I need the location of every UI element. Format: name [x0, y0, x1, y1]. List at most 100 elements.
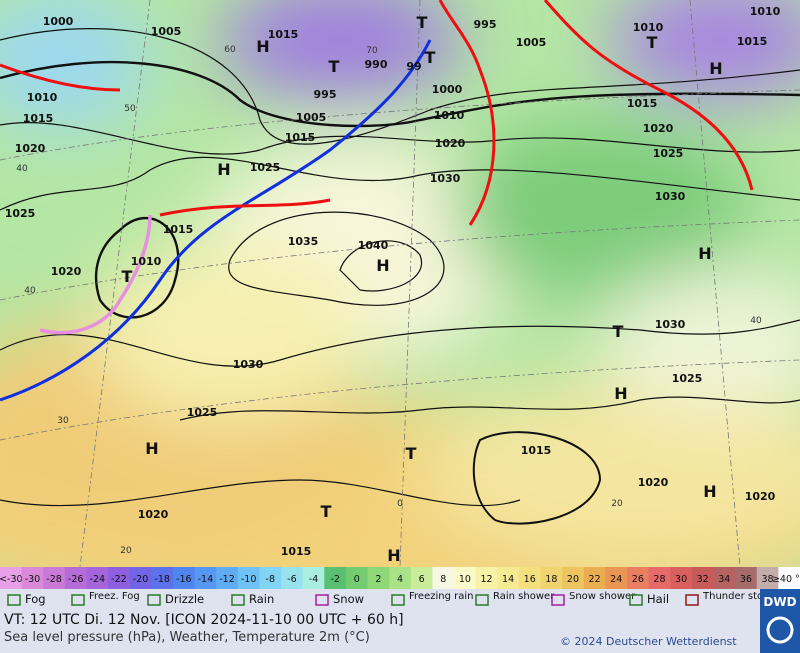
scale-cell — [345, 567, 369, 589]
scale-label: ≥40 °C — [772, 574, 800, 585]
legend-icon — [629, 594, 643, 606]
pressure-center: T — [417, 13, 428, 32]
scale-cell — [410, 567, 433, 589]
pressure-label: 1030 — [430, 172, 461, 185]
pressure-label: 1040 — [358, 239, 389, 252]
scale-cell — [756, 567, 779, 589]
legend-label: Freez. Fog — [89, 591, 140, 602]
scale-label: -18 — [154, 574, 170, 585]
pressure-center: H — [698, 244, 711, 263]
scale-cell — [281, 567, 304, 589]
legend-label: Drizzle — [165, 592, 204, 606]
grid-label: 20 — [611, 499, 623, 509]
scale-label: -14 — [198, 574, 214, 585]
scale-label: -26 — [68, 574, 84, 585]
pressure-label: 1020 — [435, 137, 466, 150]
scale-label: 20 — [567, 574, 579, 585]
scale-cell — [432, 567, 455, 589]
grid-label: 0 — [397, 499, 403, 509]
grid-label: 20 — [120, 546, 132, 556]
scale-label: 18 — [545, 574, 557, 585]
scale-label: 26 — [632, 574, 644, 585]
pressure-label: 1015 — [268, 28, 299, 41]
scale-cell — [367, 567, 390, 589]
scale-cell — [216, 567, 239, 589]
scale-cell — [454, 567, 477, 589]
scale-cell — [172, 567, 196, 589]
scale-label: 16 — [524, 574, 536, 585]
scale-label: -8 — [266, 574, 275, 585]
scale-label: 22 — [589, 574, 601, 585]
scale-label: 36 — [740, 574, 752, 585]
pressure-label: 990 — [365, 58, 388, 71]
pressure-center: H — [145, 439, 158, 458]
legend-icon — [685, 594, 699, 606]
pressure-label: 1035 — [288, 235, 319, 248]
scale-label: 24 — [610, 574, 622, 585]
pressure-label: 1015 — [627, 97, 658, 110]
pressure-center: H — [376, 256, 389, 275]
logo-text: DWD — [763, 595, 796, 609]
cold-front — [0, 39, 432, 402]
occluded-front — [39, 214, 152, 335]
scale-cell — [713, 567, 736, 589]
pressure-center: H — [387, 546, 400, 565]
pressure-label: 1025 — [672, 372, 703, 385]
grid-label: 40 — [750, 316, 762, 326]
pressure-label: 1005 — [151, 25, 182, 38]
pressure-label: 1015 — [163, 223, 194, 236]
pressure-center: T — [613, 322, 624, 341]
scale-label: 34 — [718, 574, 730, 585]
pressure-label: 1010 — [27, 91, 58, 104]
legend-icon — [551, 594, 565, 606]
pressure-label: 1010 — [131, 255, 162, 268]
legend-icon — [391, 594, 405, 606]
scale-cell — [540, 567, 563, 589]
scale-label: 32 — [697, 574, 709, 585]
pressure-label: 1010 — [633, 21, 664, 34]
scale-label: -16 — [176, 574, 192, 585]
scale-cell — [389, 567, 412, 589]
pressure-label: 1020 — [638, 476, 669, 489]
legend-label: Thunder storm — [702, 591, 777, 602]
scale-label: -4 — [309, 574, 318, 585]
grid-label: 40 — [16, 164, 28, 174]
pressure-label: 1025 — [653, 147, 684, 160]
scale-cell — [648, 567, 671, 589]
scale-cell — [108, 567, 131, 589]
scale-cell — [151, 567, 174, 589]
scale-label: 6 — [419, 574, 425, 585]
scale-cell — [497, 567, 520, 589]
pressure-center: H — [256, 37, 269, 56]
pressure-label: 995 — [474, 18, 497, 31]
scale-label: 38 — [762, 574, 774, 585]
copyright: © 2024 Deutscher Wetterdienst — [560, 635, 737, 648]
grid-label: 60 — [224, 45, 236, 55]
legend-icon — [231, 594, 245, 606]
pressure-center: H — [614, 384, 627, 403]
legend-label: Rain — [249, 592, 274, 606]
legend-label: Fog — [25, 592, 46, 606]
pressure-label: 99 — [406, 60, 421, 73]
pressure-center: H — [217, 160, 230, 179]
scale-label: -6 — [287, 574, 296, 585]
pressure-label: 1010 — [750, 5, 781, 18]
pressure-label: 1000 — [43, 15, 74, 28]
scale-label: -20 — [133, 574, 149, 585]
scale-cell — [86, 567, 109, 589]
scale-cell — [129, 567, 152, 589]
legend-label: Snow — [333, 592, 364, 606]
legend-label: Snow shower — [569, 591, 636, 602]
pressure-label: 1025 — [250, 161, 281, 174]
pressure-center: H — [703, 482, 716, 501]
pressure-label: 1030 — [233, 358, 264, 371]
pressure-center: T — [647, 33, 658, 52]
pressure-center: H — [709, 59, 722, 78]
scale-cell — [64, 567, 87, 589]
pressure-label: 1020 — [15, 142, 46, 155]
pressure-label: 1015 — [281, 545, 312, 558]
pressure-label: 1005 — [516, 36, 547, 49]
